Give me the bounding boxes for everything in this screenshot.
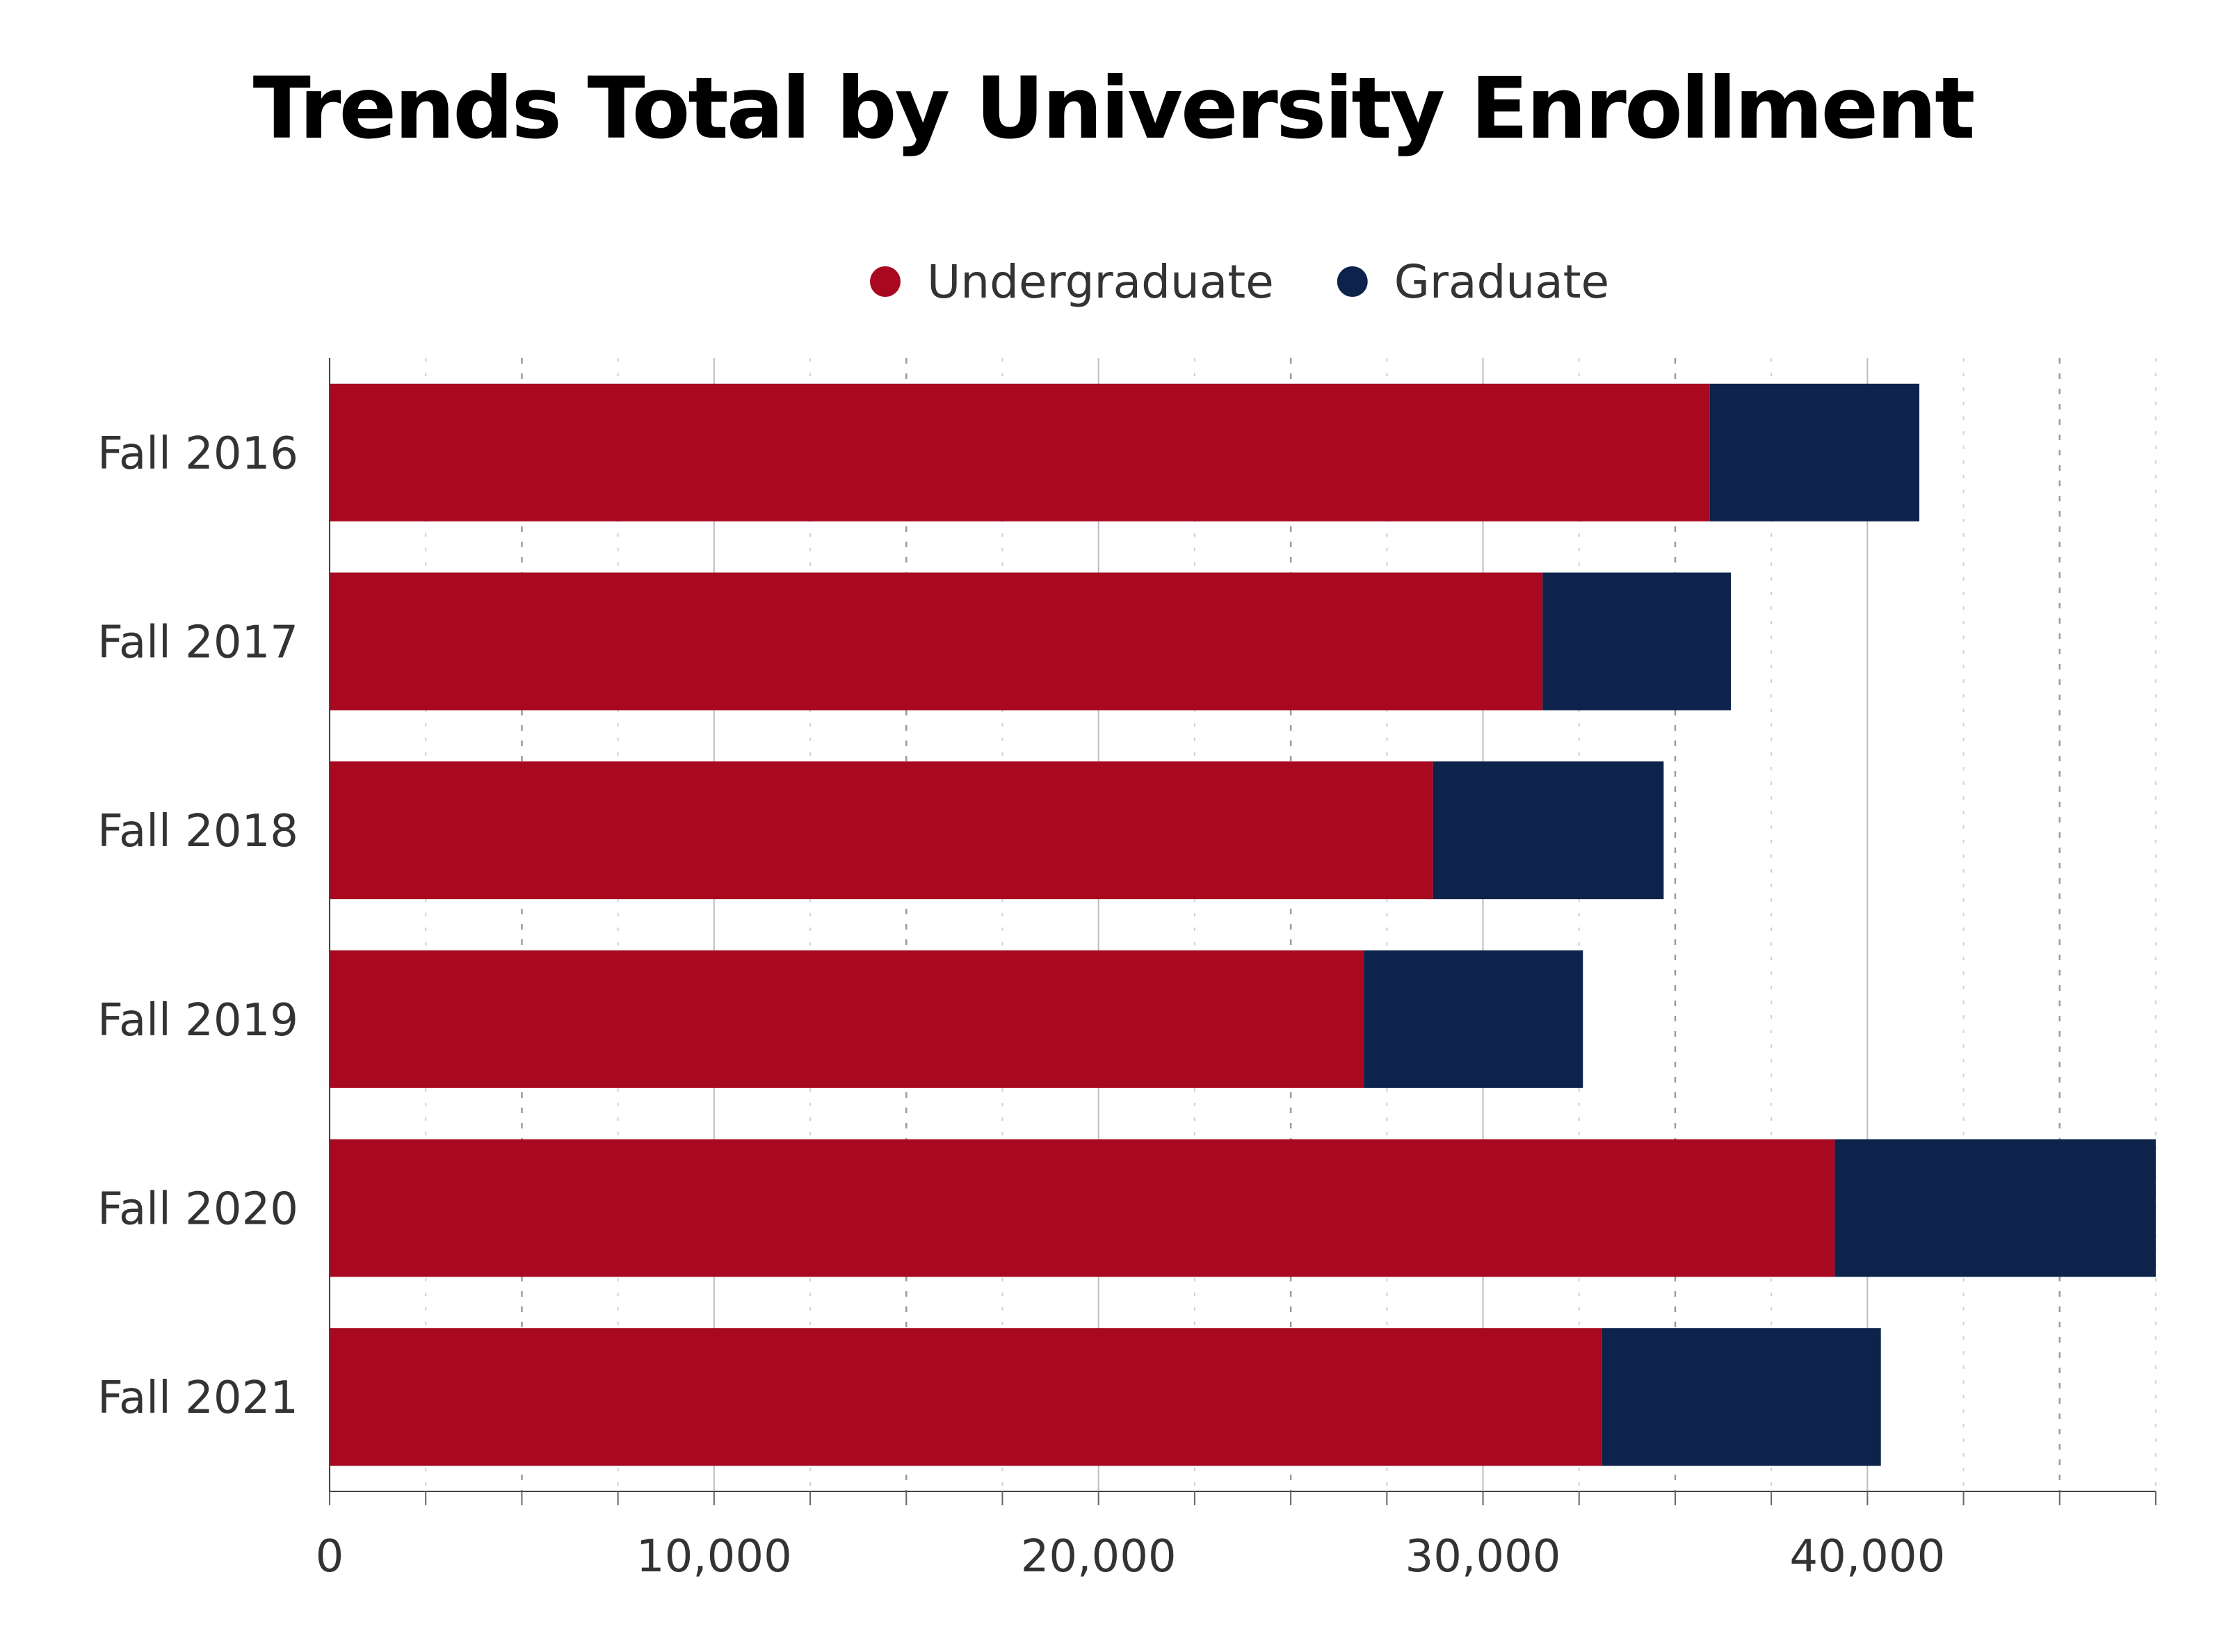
bar-undergraduate-5 (330, 1328, 1602, 1466)
y-tick-label: Fall 2021 (97, 1372, 298, 1424)
bar-undergraduate-2 (330, 761, 1433, 900)
legend-label-0: Undergraduate (927, 255, 1274, 309)
x-tick-label: 10,000 (636, 1531, 792, 1582)
bar-undergraduate-3 (330, 950, 1364, 1088)
bar-graduate-5 (1602, 1328, 1881, 1466)
x-tick-label: 40,000 (1789, 1531, 1945, 1582)
bar-undergraduate-0 (330, 383, 1710, 521)
bar-graduate-0 (1709, 383, 1920, 521)
y-tick-label: Fall 2019 (97, 995, 298, 1046)
legend-label-1: Graduate (1394, 255, 1609, 309)
x-tick-label: 30,000 (1405, 1531, 1561, 1582)
y-tick-label: Fall 2020 (97, 1184, 298, 1236)
gridlines (425, 358, 2156, 1491)
bar-undergraduate-4 (330, 1139, 1835, 1277)
legend: Undergraduate Graduate (870, 255, 1609, 309)
bar-graduate-3 (1364, 950, 1583, 1088)
bars (330, 383, 2156, 1466)
x-axis-labels: 0 10,000 20,000 30,000 40,000 (316, 1531, 1946, 1582)
chart-title: Trends Total by University Enrollment (252, 59, 1976, 158)
x-tick-label: 20,000 (1021, 1531, 1177, 1582)
bar-graduate-1 (1542, 572, 1732, 711)
y-axis-labels: Fall 2016 Fall 2017 Fall 2018 Fall 2019 Fall… (97, 428, 298, 1424)
bar-graduate-4 (1834, 1139, 2156, 1277)
y-tick-label: Fall 2017 (97, 617, 298, 669)
y-tick-label: Fall 2016 (97, 428, 298, 480)
y-tick-label: Fall 2018 (97, 806, 298, 857)
legend-marker-0 (870, 266, 901, 297)
bar-undergraduate-1 (330, 572, 1543, 711)
legend-marker-1 (1337, 266, 1368, 297)
x-tick-label: 0 (316, 1531, 344, 1582)
axes (329, 358, 2156, 1505)
bar-graduate-2 (1433, 761, 1664, 900)
